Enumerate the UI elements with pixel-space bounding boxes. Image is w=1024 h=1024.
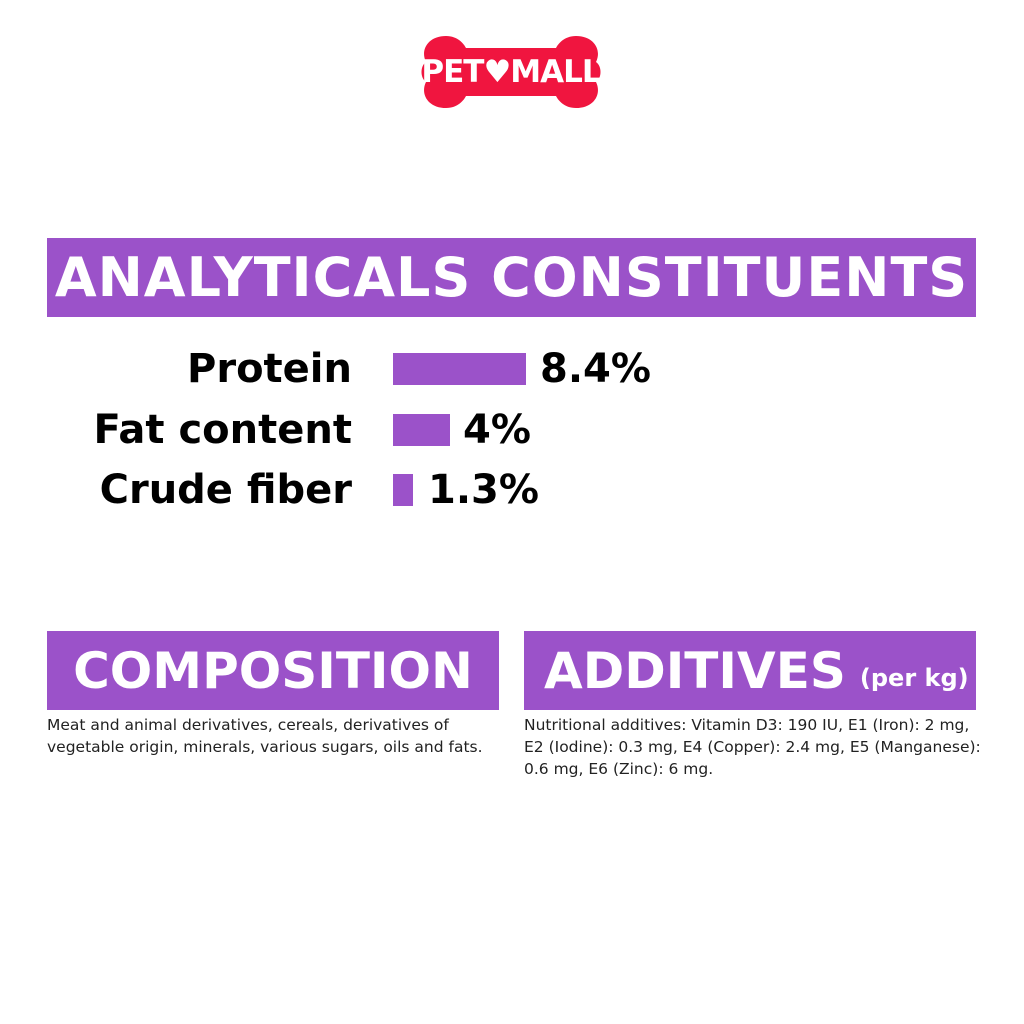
- constituent-value: 4%: [463, 407, 531, 453]
- composition-title: COMPOSITION: [73, 641, 473, 700]
- additives-text: Nutritional additives: Vitamin D3: 190 I…: [524, 716, 981, 778]
- analytical-header: ANALYTICALS CONSTITUENTS: [47, 238, 976, 317]
- composition-text: Meat and animal derivatives, cereals, de…: [47, 716, 483, 756]
- constituent-value: 8.4%: [540, 346, 651, 392]
- constituent-bar: [393, 414, 450, 446]
- constituent-label: Crude fiber: [99, 467, 352, 513]
- bone-icon: [421, 36, 601, 108]
- composition-header: COMPOSITION: [47, 631, 499, 710]
- analytical-title: ANALYTICALS CONSTITUENTS: [54, 246, 969, 309]
- additives-subtitle: (per kg): [859, 663, 969, 692]
- additives-title: ADDITIVES: [544, 641, 846, 700]
- constituent-row-fat: Fat content 4%: [0, 410, 1024, 450]
- constituent-row-protein: Protein 8.4%: [0, 349, 1024, 389]
- additives-header: ADDITIVES (per kg): [524, 631, 976, 710]
- constituent-bar: [393, 353, 526, 385]
- constituent-row-fiber: Crude fiber 1.3%: [0, 470, 1024, 510]
- pet-mall-logo[interactable]: PET♥MALL: [418, 32, 604, 112]
- constituent-bar: [393, 474, 413, 506]
- constituent-label: Fat content: [93, 407, 352, 453]
- constituent-value: 1.3%: [428, 467, 539, 513]
- constituent-label: Protein: [187, 346, 352, 392]
- brand-name: PET♥MALL: [421, 54, 601, 90]
